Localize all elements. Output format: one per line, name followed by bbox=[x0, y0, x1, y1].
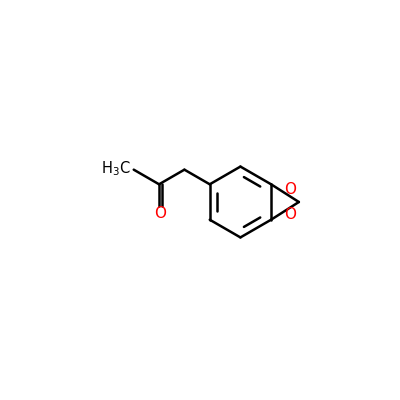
Text: O: O bbox=[284, 182, 296, 197]
Text: O: O bbox=[284, 207, 296, 222]
Text: O: O bbox=[155, 206, 167, 221]
Text: H$_3$C: H$_3$C bbox=[101, 159, 131, 178]
